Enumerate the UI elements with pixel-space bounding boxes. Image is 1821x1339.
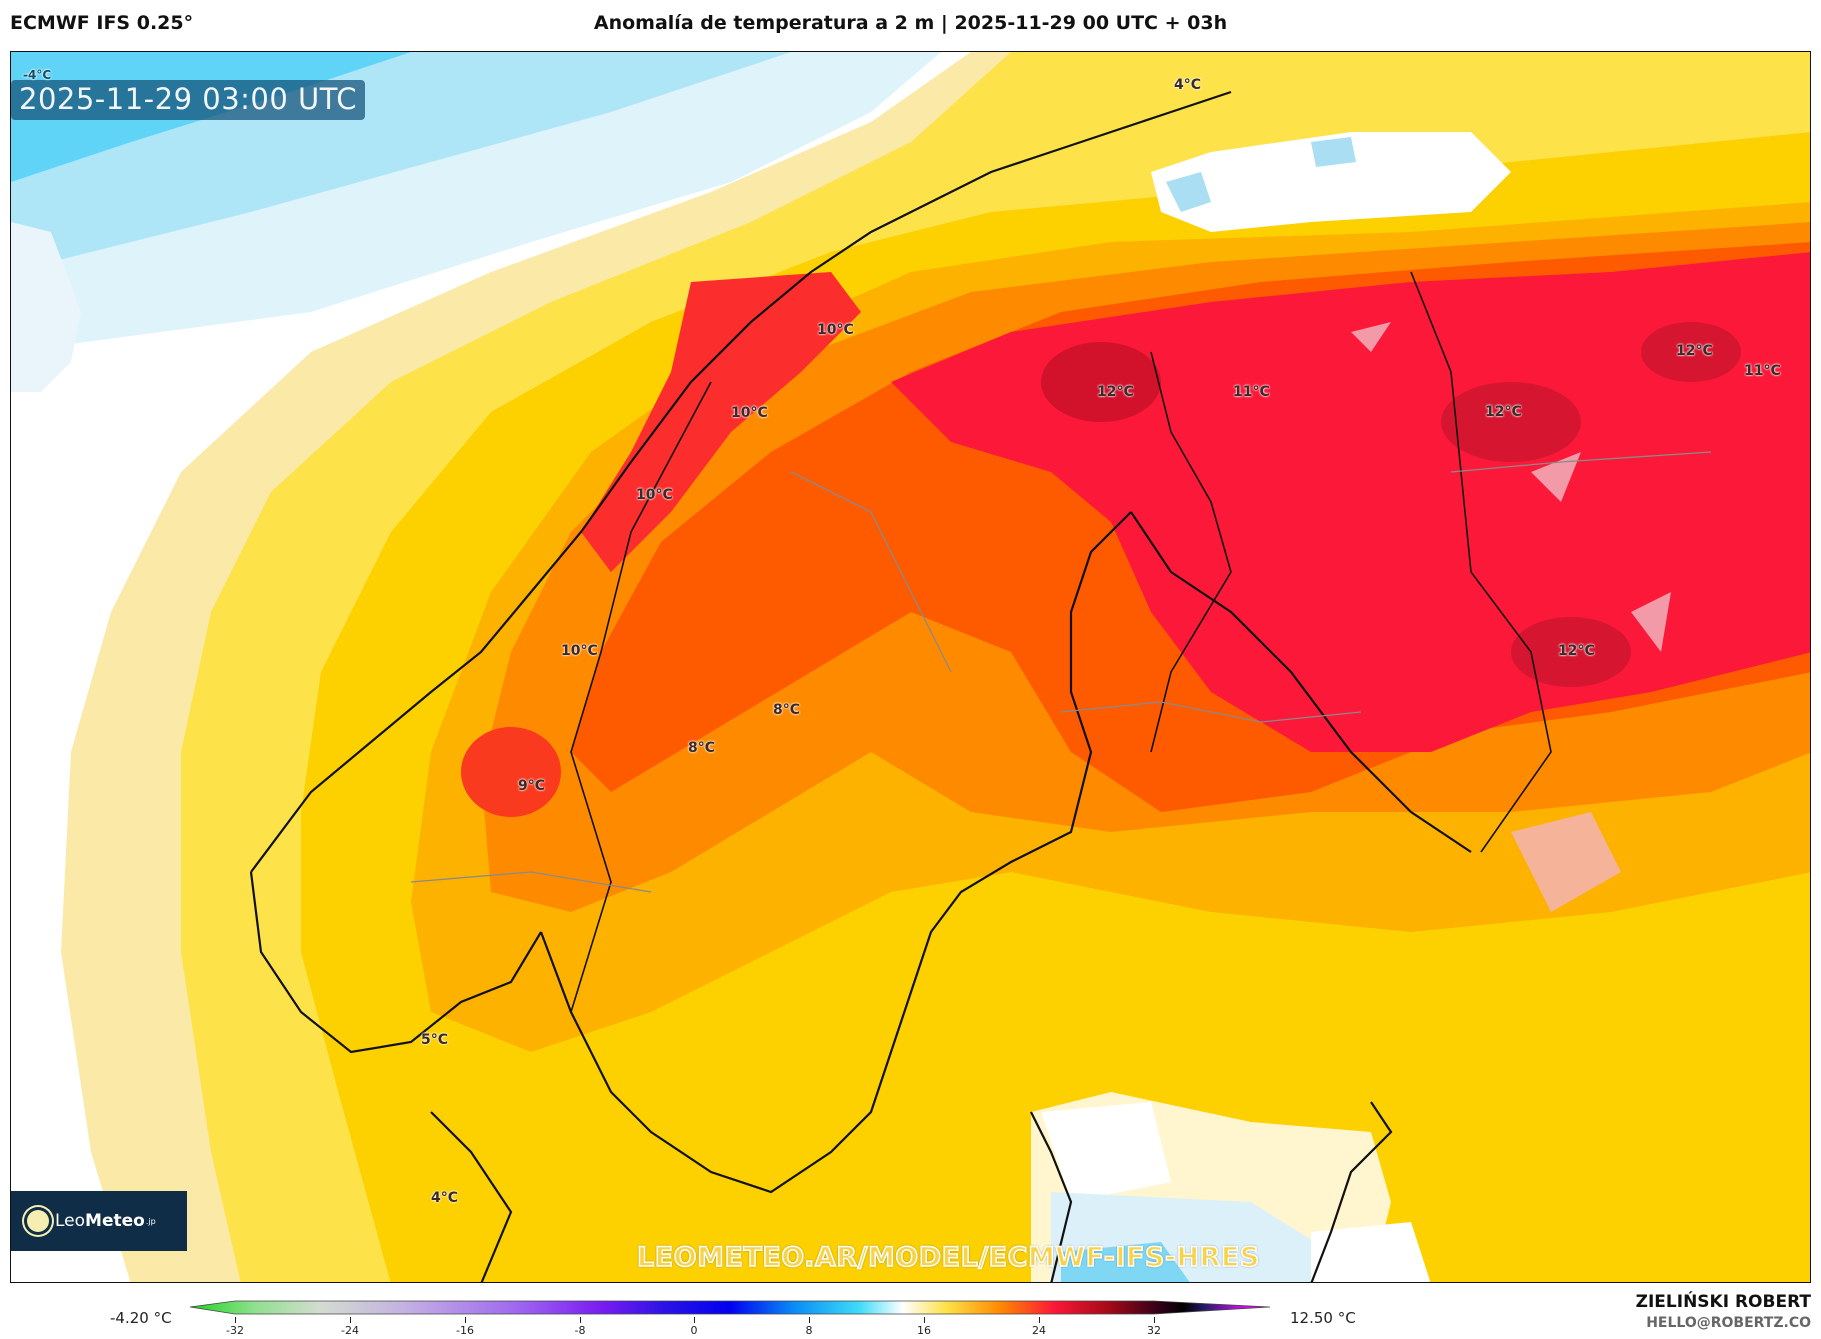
temp-label: 10°C bbox=[561, 643, 598, 659]
colorbar-tick bbox=[465, 1317, 466, 1323]
temp-label: 12°C bbox=[1485, 404, 1522, 420]
colorbar-tick-label: -16 bbox=[456, 1324, 474, 1337]
temp-label: 12°C bbox=[1097, 384, 1134, 400]
temp-label: 5°C bbox=[421, 1032, 449, 1048]
colorbar-tick bbox=[809, 1317, 810, 1323]
colorbar-tick bbox=[235, 1317, 236, 1323]
temp-label: 8°C bbox=[688, 740, 716, 756]
colorbar-tick-label: -32 bbox=[226, 1324, 244, 1337]
colorbar-tick bbox=[580, 1317, 581, 1323]
chart-title: Anomalía de temperatura a 2 m | 2025-11-… bbox=[593, 12, 1228, 34]
temp-label: 11°C bbox=[1744, 363, 1781, 379]
colorbar-tick bbox=[350, 1317, 351, 1323]
colorbar-tick-label: 24 bbox=[1032, 1324, 1046, 1337]
temp-label: 12°C bbox=[1558, 643, 1595, 659]
temp-label: 4°C bbox=[431, 1190, 459, 1206]
model-label: ECMWF IFS 0.25° bbox=[10, 12, 194, 34]
temperature-anomaly-field bbox=[11, 52, 1810, 1282]
colorbar-tick-label: 8 bbox=[805, 1324, 813, 1337]
colorbar-tick bbox=[924, 1317, 925, 1323]
logo-meteo: Meteo bbox=[85, 1211, 145, 1231]
valid-time-badge: 2025-11-29 03:00 UTC bbox=[11, 80, 366, 120]
colorbar-tick-label: -24 bbox=[341, 1324, 359, 1337]
temp-label: 4°C bbox=[1174, 77, 1202, 93]
temp-label: 11°C bbox=[1233, 384, 1270, 400]
leometeo-logo[interactable]: Leo Meteo .jp bbox=[11, 1191, 187, 1251]
colorbar-tick-label: 16 bbox=[917, 1324, 931, 1337]
colorbar-tick bbox=[694, 1317, 695, 1323]
colorbar-tick bbox=[1154, 1317, 1155, 1323]
author-name: ZIELIŃSKI ROBERT bbox=[1635, 1292, 1811, 1312]
map-panel[interactable]: 2025-11-29 03:00 UTC -4°C 4°C 10°C 10°C … bbox=[10, 51, 1811, 1283]
temp-label: 10°C bbox=[817, 322, 854, 338]
colorbar-tick bbox=[1039, 1317, 1040, 1323]
colorbar-tick-label: 0 bbox=[690, 1324, 698, 1337]
field-min-label: -4.20 °C bbox=[110, 1309, 172, 1327]
field-max-label: 12.50 °C bbox=[1290, 1309, 1356, 1327]
colorbar-gradient bbox=[189, 1300, 1271, 1315]
temp-label: 9°C bbox=[518, 778, 546, 794]
source-watermark: LEOMETEO.AR/MODEL/ECMWF-IFS-HRES bbox=[636, 1241, 1260, 1274]
author-email[interactable]: HELLO@ROBERTZ.CO bbox=[1646, 1315, 1811, 1331]
colorbar: -4.20 °C bbox=[0, 1295, 1821, 1339]
temp-label: 10°C bbox=[731, 405, 768, 421]
logo-leo: Leo bbox=[55, 1211, 86, 1231]
temp-label: 10°C bbox=[636, 487, 673, 503]
sun-icon bbox=[27, 1210, 49, 1232]
logo-suffix: .jp bbox=[145, 1216, 156, 1226]
colorbar-tick-label: 32 bbox=[1147, 1324, 1161, 1337]
colorbar-tick-label: -8 bbox=[574, 1324, 586, 1337]
temp-label: -4°C bbox=[23, 68, 52, 82]
temp-label: 12°C bbox=[1676, 343, 1713, 359]
temp-label: 8°C bbox=[773, 702, 801, 718]
